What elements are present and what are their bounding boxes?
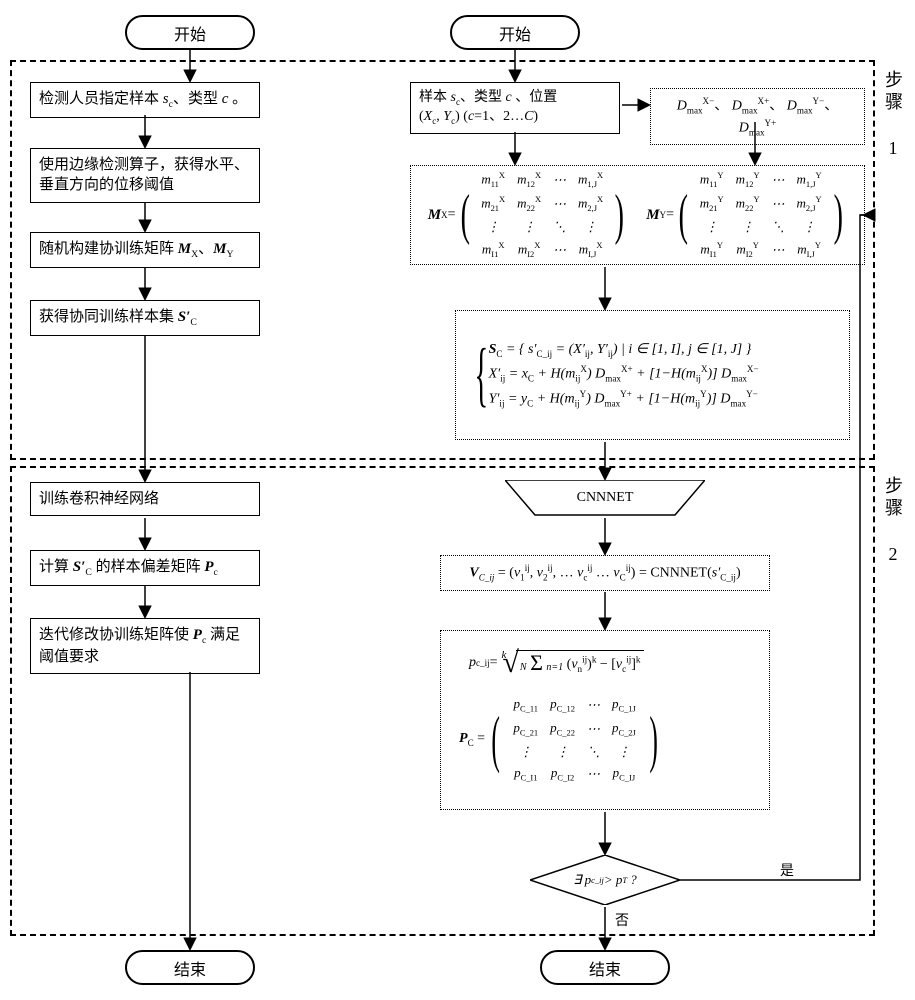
decision-diamond: ∃ pc_ij > pT ? bbox=[530, 855, 680, 905]
left-p6: 计算 S′C 的样本偏差矩阵 Pc bbox=[30, 550, 260, 586]
left-p2: 使用边缘检测算子，获得水平、垂直方向的位移阈值 bbox=[30, 148, 260, 203]
right-r1a: 样本 sc、类型 c 、位置 (Xc, Yc) (c=1、2…C) bbox=[410, 82, 620, 134]
matrix-my: m11Ym12Y⋯m1,JY m21Ym22Y⋯m2,JY ⋮⋮⋱⋮ mI1Ym… bbox=[693, 167, 829, 264]
matrix-mx: m11Xm12X⋯m1,JX m21Xm22X⋯m2,JX ⋮⋮⋱⋮ mI1Xm… bbox=[474, 167, 610, 264]
step1-label: 步骤 1 bbox=[880, 70, 906, 162]
left-p7: 迭代修改协训练矩阵使 Pc 满足阈值要求 bbox=[30, 618, 260, 674]
p-equations: pc_ij = k √ N Σ n=1 (vnij)k − [vcij]k PC… bbox=[440, 630, 770, 810]
sc-equations: { SC = { s′C_ij = (X′ij, Y′ij) | i ∈ [1,… bbox=[455, 310, 850, 440]
cnnnet-trapezoid: CNNNET bbox=[505, 480, 705, 516]
cnnnet-label: CNNNET bbox=[505, 480, 705, 516]
matrices-mx-my: MX = ( m11Xm12X⋯m1,JX m21Xm22X⋯m2,JX ⋮⋮⋱… bbox=[410, 165, 865, 265]
left-p5: 训练卷积神经网络 bbox=[30, 482, 260, 516]
end-left: 结束 bbox=[125, 950, 255, 985]
step2-label: 步骤 2 bbox=[880, 476, 906, 568]
label-no: 否 bbox=[615, 910, 629, 930]
start-right: 开始 bbox=[450, 15, 580, 50]
left-p1: 检测人员指定样本 sc、类型 c 。 bbox=[30, 82, 260, 118]
decision-label: ∃ pc_ij > pT ? bbox=[530, 855, 680, 905]
left-p3: 随机构建协训练矩阵 MX、MY bbox=[30, 232, 260, 268]
end-right: 结束 bbox=[540, 950, 670, 985]
left-p4: 获得协同训练样本集 S′C bbox=[30, 300, 260, 336]
v-equation: VC_ij = (v1ij, v2ij, … vcij … vCij) = CN… bbox=[440, 555, 770, 591]
right-r1b: DmaxX−、 DmaxX+、 DmaxY−、 DmaxY+ bbox=[650, 88, 865, 145]
start-left: 开始 bbox=[125, 15, 255, 50]
label-yes: 是 bbox=[780, 860, 794, 880]
flowchart-container: 步骤 1 步骤 2 开始 开始 结束 结束 检测人员指定样本 sc、类型 c 。… bbox=[10, 10, 905, 990]
matrix-pc: pC_11pC_12⋯pC_1J pC_21pC_22⋯pC_2J ⋮⋮⋱⋮ p… bbox=[506, 692, 642, 788]
